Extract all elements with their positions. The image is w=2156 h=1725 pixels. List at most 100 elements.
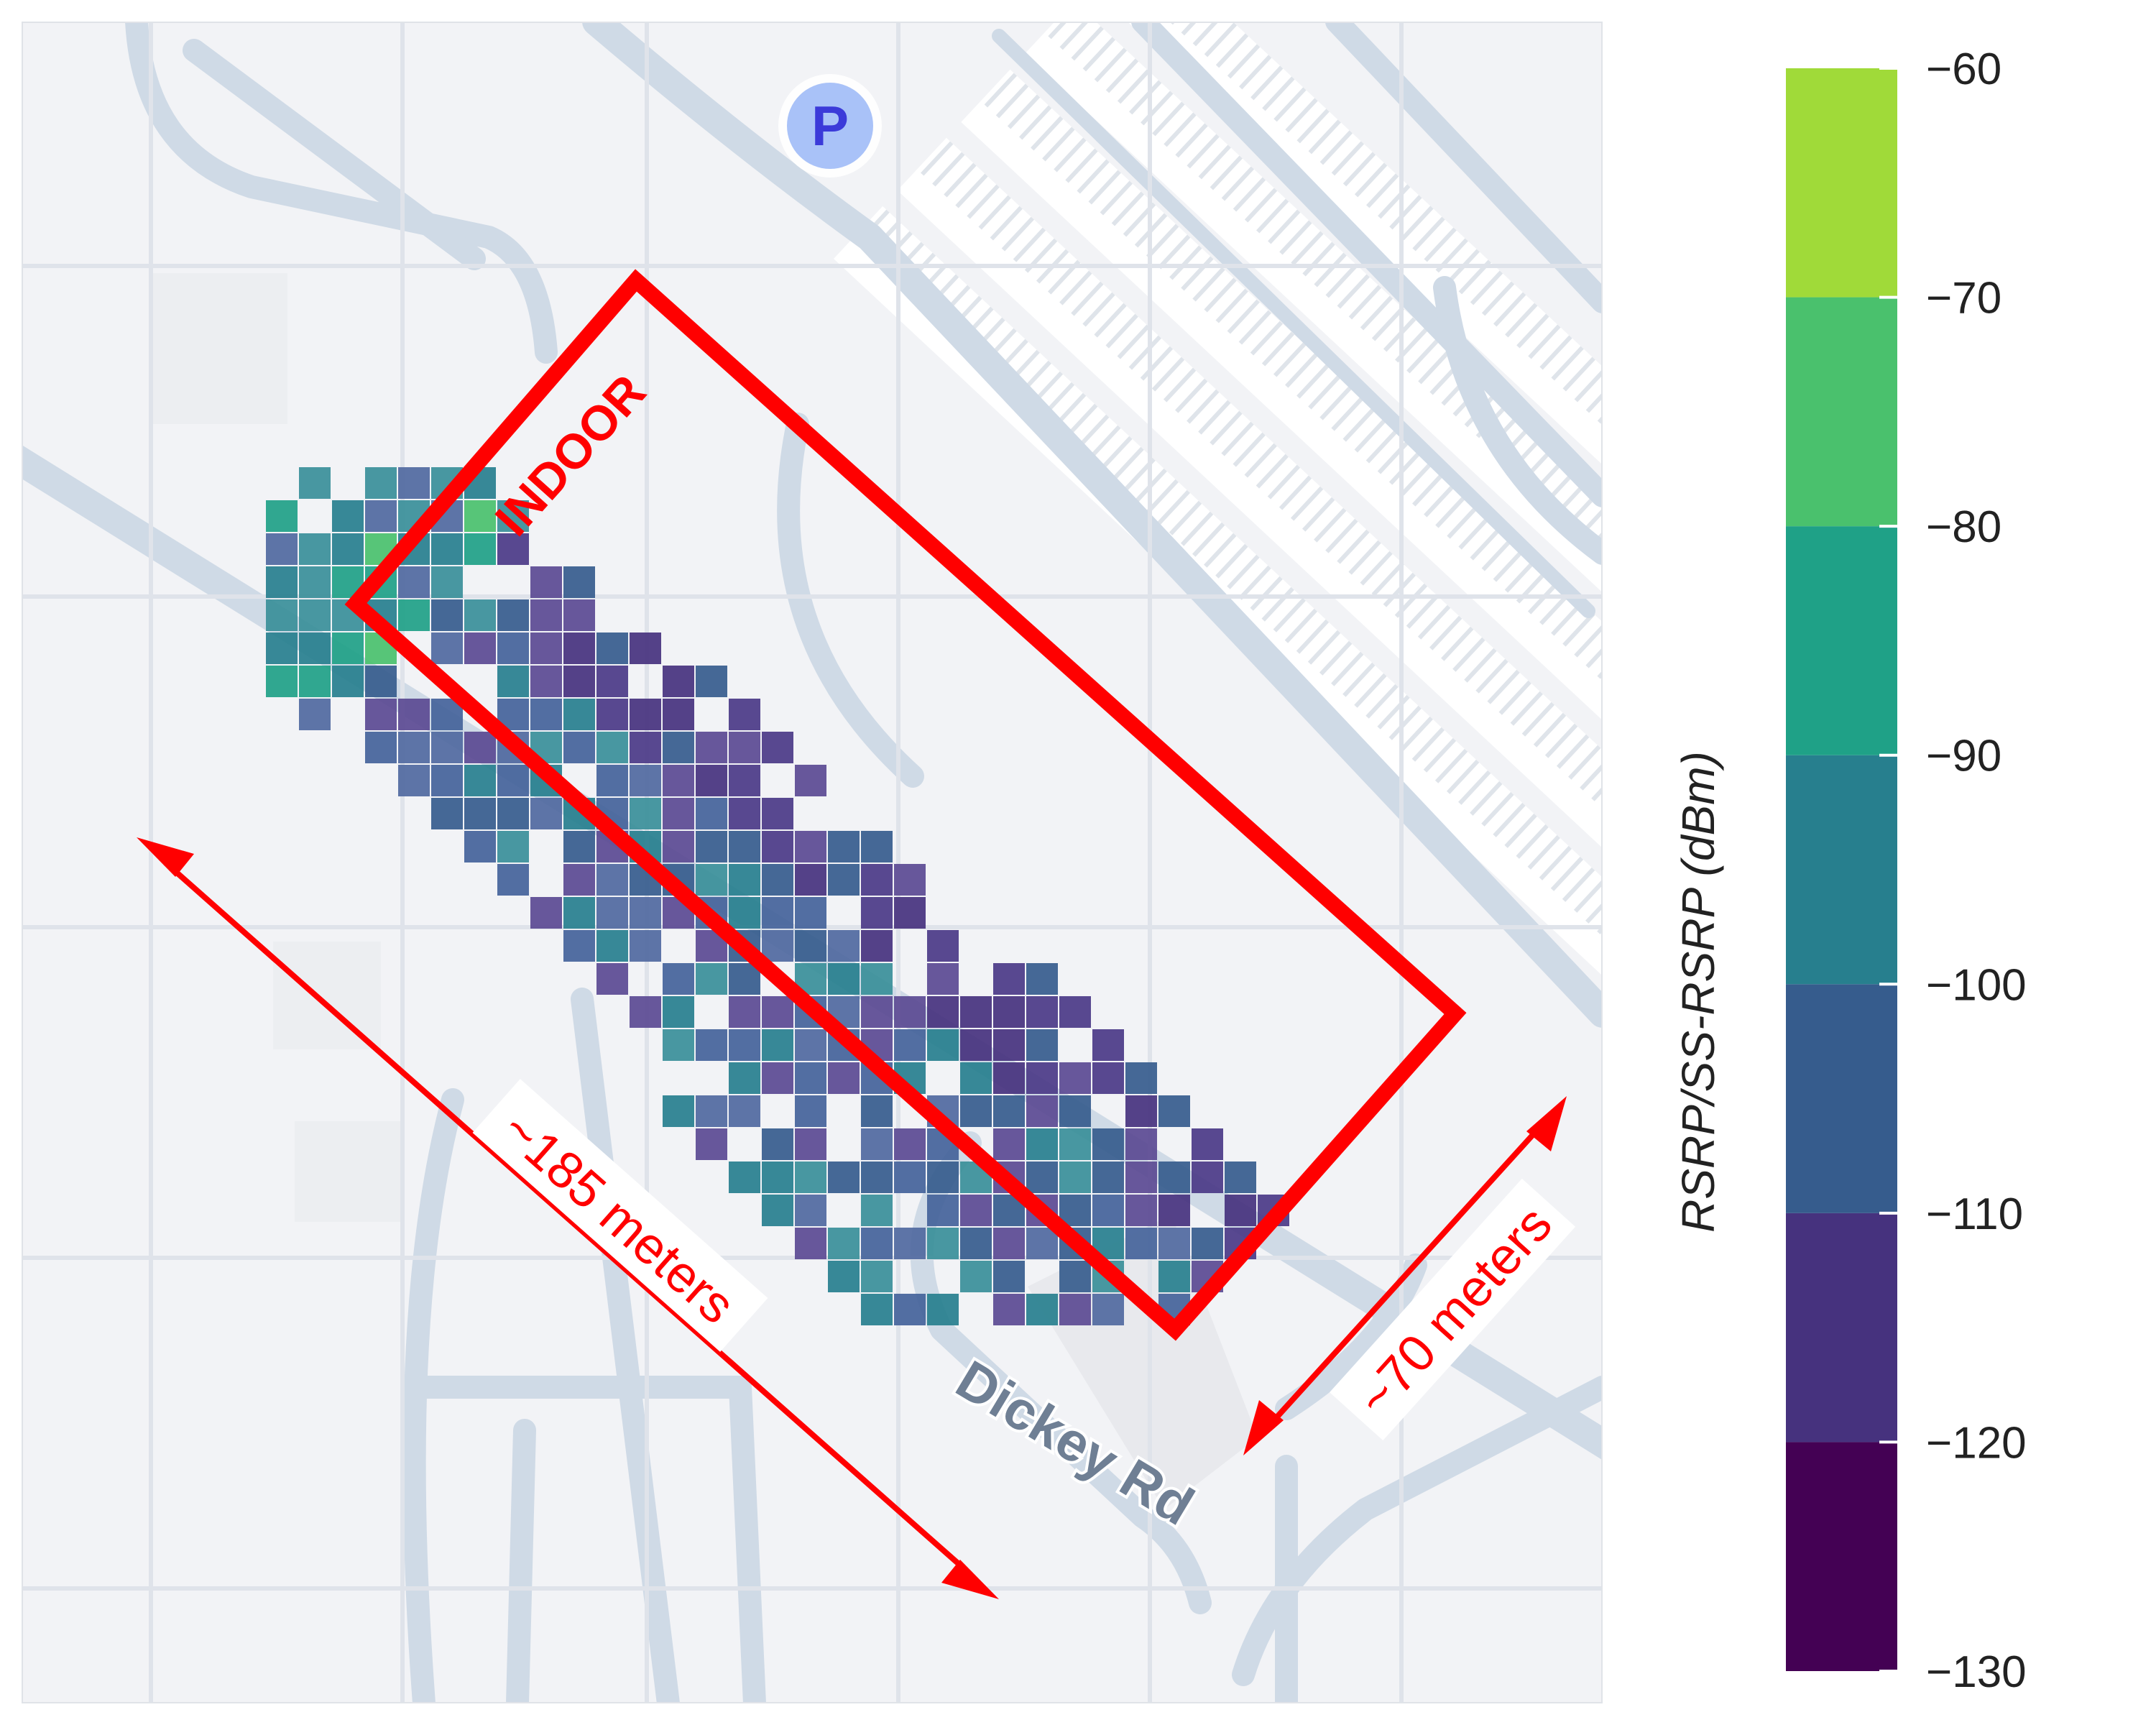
- parking-stall-line: [1296, 619, 1330, 654]
- parking-stall-line: [1510, 691, 1543, 726]
- parking-stall-line: [1077, 159, 1110, 194]
- parking-stall-line: [1187, 389, 1220, 424]
- heatmap-cell: [497, 765, 529, 796]
- parking-stall-line: [1424, 227, 1457, 262]
- parking-marker-icon[interactable]: P: [778, 74, 882, 178]
- heatmap-cell: [332, 666, 364, 697]
- building: [295, 1121, 402, 1222]
- parking-stall-line: [1366, 173, 1399, 208]
- parking-stall-line: [1528, 324, 1561, 359]
- heatmap-cell: [1125, 1095, 1157, 1127]
- heatmap-cell: [464, 500, 496, 532]
- heatmap-cell: [464, 632, 496, 664]
- heatmap-cell: [497, 798, 529, 829]
- parking-stall-line: [1238, 565, 1271, 600]
- heatmap-cell: [497, 599, 529, 631]
- parking-stall-line: [984, 73, 1018, 108]
- parking-stall-line: [1088, 170, 1121, 205]
- parking-stall-line: [1261, 586, 1294, 622]
- parking-stall-line: [1360, 551, 1393, 586]
- parking-stall-line: [1238, 310, 1272, 345]
- parking-stall-line: [1146, 224, 1179, 259]
- indoor-region-outline: [344, 269, 1467, 1341]
- heatmap-cell: [1125, 1195, 1157, 1226]
- parking-stall-line: [1077, 414, 1110, 449]
- heatmap-cell: [795, 1095, 826, 1127]
- parking-stall-line: [1360, 295, 1393, 331]
- heatmap-cell: [596, 765, 628, 796]
- heatmap-cell: [464, 798, 496, 829]
- parking-stall-line: [1580, 755, 1603, 791]
- heatmap-cell: [993, 1029, 1025, 1061]
- heatmap-cell: [1059, 1062, 1091, 1094]
- arrow-shaft: [1263, 1119, 1547, 1432]
- parking-stall-line: [1215, 543, 1248, 579]
- heatmap-cell: [563, 599, 595, 631]
- heatmap-cell: [563, 566, 595, 598]
- map-panel: Dickey Rd P INDOOR ~185 meters: [22, 22, 1603, 1703]
- heatmap-cell: [596, 930, 628, 962]
- heatmap-cell: [530, 699, 562, 730]
- heatmap-cell: [795, 930, 826, 962]
- parking-stall-line: [1227, 554, 1260, 589]
- parking-stall-line: [1411, 727, 1445, 762]
- heatmap-cell: [299, 699, 331, 730]
- parking-stall-line: [1285, 353, 1318, 388]
- parking-stall-line: [955, 173, 988, 208]
- parking-stall-line: [1054, 137, 1087, 172]
- heatmap-cell: [729, 732, 760, 763]
- road: [992, 29, 1595, 618]
- heatmap-cell: [464, 599, 496, 631]
- heatmap-cell: [431, 798, 463, 829]
- heatmap-cell: [993, 1062, 1025, 1094]
- parking-stall-line: [1181, 256, 1214, 291]
- heatmap-cell: [1026, 1294, 1058, 1325]
- parking-stall-line: [1210, 410, 1243, 446]
- parking-stall-line: [1175, 378, 1208, 413]
- parking-stall-line: [1354, 673, 1387, 708]
- parking-stall-line: [1354, 162, 1388, 198]
- heatmap-cell: [729, 765, 760, 796]
- parking-stall-line: [1470, 525, 1503, 561]
- heatmap-cell: [497, 632, 529, 664]
- heatmap-cell: [398, 599, 430, 631]
- parking-stall-line: [1516, 313, 1549, 349]
- heatmap-cell: [696, 765, 727, 796]
- road: [777, 413, 924, 788]
- parking-stall-line: [1175, 123, 1208, 158]
- parking-stall-line: [1059, 270, 1092, 305]
- road: [582, 22, 1603, 1028]
- parking-stall-line: [1117, 324, 1150, 359]
- parking-stall-line: [1435, 493, 1468, 528]
- heatmap-cell: [630, 632, 661, 664]
- heatmap-cell: [828, 1228, 860, 1259]
- heatmap-cell: [861, 864, 893, 896]
- parking-stall-line: [1244, 188, 1278, 223]
- colorbar-label-group: RSRP/SS-RSRP (dBm): [1672, 751, 1724, 1233]
- parking-stall-line: [1423, 737, 1457, 773]
- parking-marker-fill[interactable]: [787, 83, 873, 169]
- parking-stall-line: [1331, 651, 1364, 686]
- parking-stall-line: [1031, 116, 1064, 151]
- heatmap-cell: [497, 666, 529, 697]
- parking-stall-line: [1111, 446, 1144, 482]
- parking-stall-line: [1071, 281, 1104, 316]
- heatmap-cell: [795, 1162, 826, 1193]
- colorbar-bin: [1786, 984, 1897, 1213]
- road: [571, 988, 680, 1703]
- heatmap-cell: [630, 930, 661, 962]
- heatmap-cell: [1059, 1294, 1091, 1325]
- heatmap-cell: [563, 930, 595, 962]
- heatmap-cell: [1059, 1195, 1091, 1226]
- heatmap-cell: [762, 996, 793, 1028]
- heatmap-cell: [596, 666, 628, 697]
- parking-stall-line: [1389, 195, 1422, 230]
- heatmap-cell: [729, 699, 760, 730]
- heatmap-cell: [663, 666, 694, 697]
- heatmap-cell: [630, 798, 661, 829]
- width-arrow-icon: [1243, 1096, 1567, 1455]
- heatmap-cell: [530, 798, 562, 829]
- heatmap-cell: [729, 897, 760, 929]
- heatmap-cell: [960, 1228, 992, 1259]
- heatmap-cell: [927, 930, 959, 962]
